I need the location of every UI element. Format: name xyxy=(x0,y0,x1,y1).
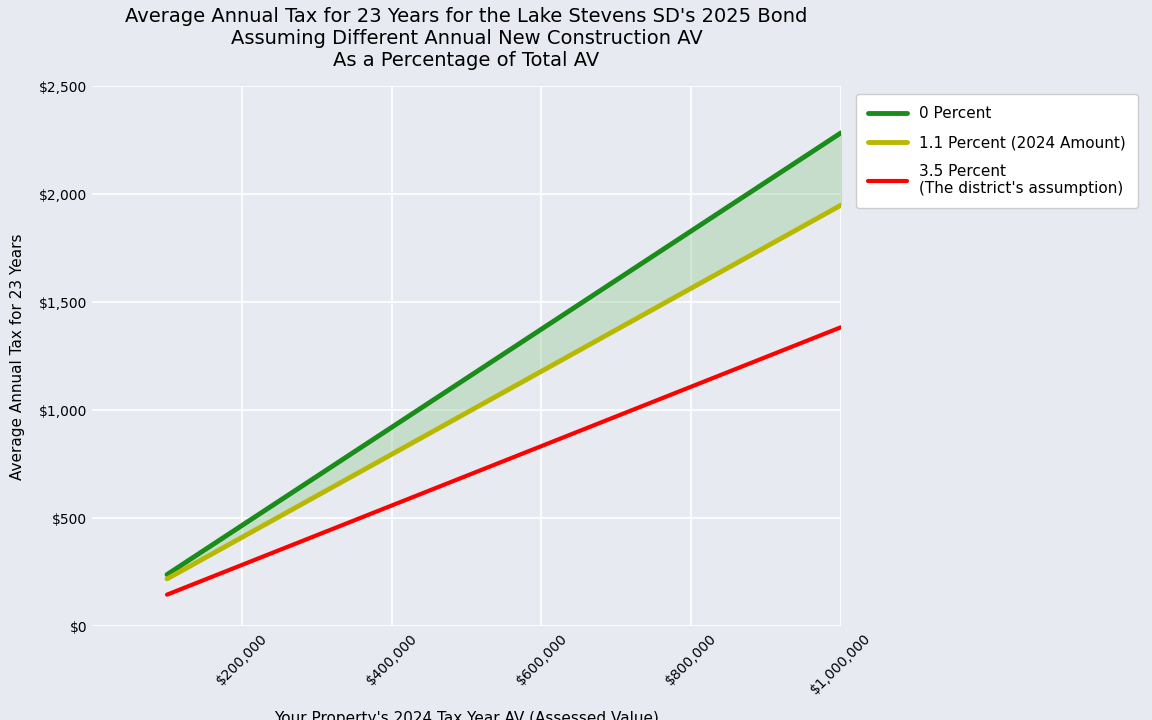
Y-axis label: Average Annual Tax for 23 Years: Average Annual Tax for 23 Years xyxy=(10,233,25,480)
X-axis label: Your Property's 2024 Tax Year AV (Assessed Value): Your Property's 2024 Tax Year AV (Assess… xyxy=(274,711,659,720)
Legend: 0 Percent, 1.1 Percent (2024 Amount), 3.5 Percent
(The district's assumption): 0 Percent, 1.1 Percent (2024 Amount), 3.… xyxy=(856,94,1138,208)
Title: Average Annual Tax for 23 Years for the Lake Stevens SD's 2025 Bond
Assuming Dif: Average Annual Tax for 23 Years for the … xyxy=(126,6,808,70)
